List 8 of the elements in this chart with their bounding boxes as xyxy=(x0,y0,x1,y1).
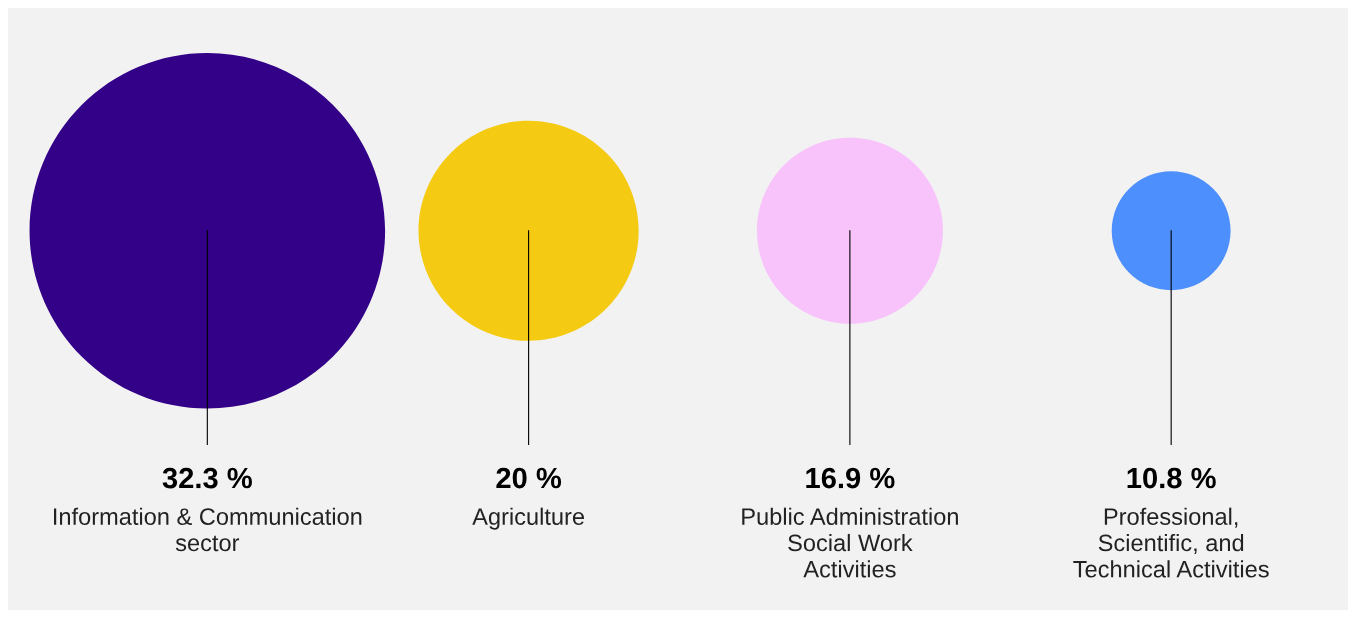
data-label: 16.9 % xyxy=(806,467,895,489)
data-label: 20 % xyxy=(496,467,562,489)
data-label: 10.8 % xyxy=(1127,467,1216,489)
category-label: Information & Communication sector xyxy=(54,507,362,552)
data-label: 32.3 % xyxy=(162,467,252,489)
category-label: Agriculture xyxy=(472,507,584,530)
category-label: Professional, Scientific, and Technical Activities xyxy=(1073,507,1269,578)
category-label: Public Administration Social Work Activities xyxy=(742,507,958,578)
